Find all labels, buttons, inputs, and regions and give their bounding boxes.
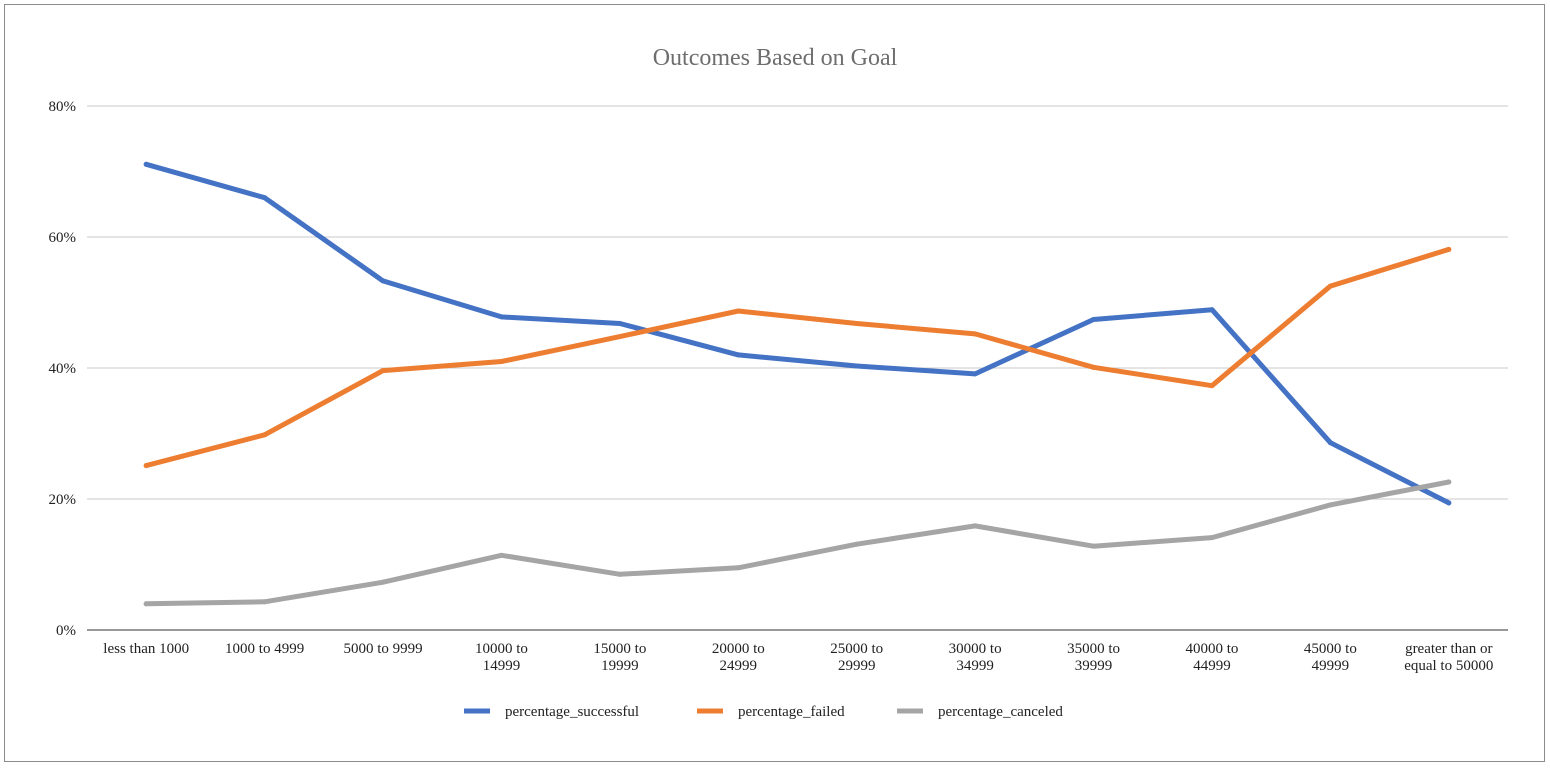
- series-lines: [143, 161, 1452, 607]
- data-point: [380, 278, 386, 284]
- x-tick-label: 45000 to 49999: [1304, 641, 1357, 674]
- data-point: [1446, 246, 1452, 252]
- data-point: [854, 541, 860, 547]
- data-point: [143, 601, 149, 607]
- data-point: [1327, 440, 1333, 446]
- x-tick-label-line: 40000 to: [1185, 641, 1238, 657]
- data-point: [735, 565, 741, 571]
- data-point: [972, 331, 978, 337]
- x-tick-label-line: 19999: [601, 658, 639, 674]
- y-tick-label: 40%: [49, 361, 77, 377]
- legend-label: percentage_successful: [505, 704, 639, 720]
- x-tick-label: 5000 to 9999: [343, 641, 422, 657]
- data-point: [735, 308, 741, 314]
- data-point: [1091, 364, 1097, 370]
- x-tick-label-line: 39999: [1075, 658, 1113, 674]
- x-tick-label-line: 45000 to: [1304, 641, 1357, 657]
- y-tick-label: 20%: [49, 492, 77, 508]
- x-tick-label: greater than or equal to 50000: [1404, 641, 1493, 674]
- x-tick-label-line: greater than or: [1405, 641, 1492, 657]
- x-tick-label: 10000 to 14999: [475, 641, 528, 674]
- y-axis-ticks: 0% 20% 40% 60% 80%: [49, 99, 77, 639]
- x-tick-label-line: 29999: [838, 658, 876, 674]
- data-point: [1446, 500, 1452, 506]
- legend: percentage_successful percentage_failed pe…: [464, 704, 1063, 720]
- data-point: [498, 358, 504, 364]
- data-point: [1209, 535, 1215, 541]
- x-tick-label-line: less than 1000: [103, 641, 189, 657]
- data-point: [617, 334, 623, 340]
- x-tick-label: 25000 to 29999: [830, 641, 883, 674]
- x-tick-label: 35000 to 39999: [1067, 641, 1120, 674]
- series-line-percentage-failed: [143, 246, 1452, 469]
- y-tick-label: 60%: [49, 230, 77, 246]
- x-tick-label-line: equal to 50000: [1404, 658, 1493, 674]
- data-point: [1327, 502, 1333, 508]
- x-tick-label-line: 44999: [1193, 658, 1231, 674]
- data-point: [1091, 543, 1097, 549]
- x-tick-label-line: 25000 to: [830, 641, 883, 657]
- data-point: [735, 352, 741, 358]
- data-point: [617, 571, 623, 577]
- x-tick-label-line: 35000 to: [1067, 641, 1120, 657]
- x-tick-label-line: 5000 to 9999: [343, 641, 422, 657]
- x-tick-label-line: 1000 to 4999: [225, 641, 304, 657]
- data-point: [854, 363, 860, 369]
- data-point: [1209, 383, 1215, 389]
- x-tick-label: 1000 to 4999: [225, 641, 304, 657]
- x-tick-label-line: 24999: [720, 658, 758, 674]
- series-line-percentage-successful: [143, 161, 1452, 506]
- x-tick-label: 40000 to 44999: [1185, 641, 1238, 674]
- data-point: [972, 523, 978, 529]
- chart-frame: [4, 4, 1545, 762]
- x-tick-label: 30000 to 34999: [949, 641, 1002, 674]
- x-tick-label-line: 14999: [483, 658, 521, 674]
- x-tick-label-line: 34999: [956, 658, 994, 674]
- x-tick-label: less than 1000: [103, 641, 189, 657]
- data-point: [380, 368, 386, 374]
- data-point: [1446, 479, 1452, 485]
- x-tick-label-line: 30000 to: [949, 641, 1002, 657]
- data-point: [262, 599, 268, 605]
- y-tick-label: 80%: [49, 99, 77, 115]
- data-point: [143, 161, 149, 167]
- data-point: [262, 432, 268, 438]
- x-tick-label-line: 20000 to: [712, 641, 765, 657]
- data-point: [1209, 307, 1215, 313]
- data-point: [143, 463, 149, 469]
- data-point: [617, 320, 623, 326]
- x-tick-label-line: 49999: [1312, 658, 1350, 674]
- legend-label: percentage_canceled: [938, 704, 1063, 720]
- x-axis-ticks: less than 1000 1000 to 4999 5000 to 9999 10…: [103, 641, 1493, 674]
- x-tick-label: 20000 to 24999: [712, 641, 765, 674]
- gridlines: [87, 105, 1508, 500]
- data-point: [854, 320, 860, 326]
- data-point: [1091, 317, 1097, 323]
- y-tick-label: 0%: [56, 623, 76, 639]
- x-tick-label: 15000 to 19999: [593, 641, 646, 674]
- chart-title: Outcomes Based on Goal: [653, 45, 898, 71]
- data-point: [972, 371, 978, 377]
- x-tick-label-line: 10000 to: [475, 641, 528, 657]
- data-point: [498, 552, 504, 558]
- data-point: [1327, 283, 1333, 289]
- data-point: [498, 314, 504, 320]
- legend-label: percentage_failed: [738, 704, 845, 720]
- data-point: [380, 579, 386, 585]
- data-point: [262, 195, 268, 201]
- series-line-percentage-canceled: [143, 479, 1452, 607]
- x-tick-label-line: 15000 to: [593, 641, 646, 657]
